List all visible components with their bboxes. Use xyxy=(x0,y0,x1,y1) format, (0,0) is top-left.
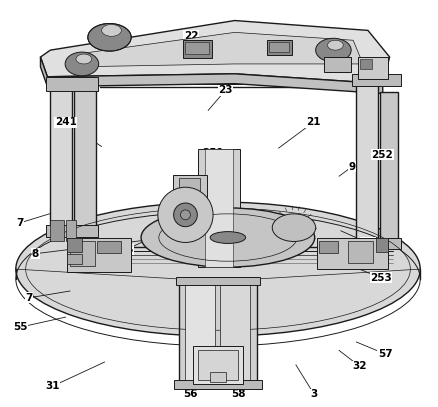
Ellipse shape xyxy=(210,232,246,243)
Bar xyxy=(267,40,292,55)
Bar xyxy=(198,149,240,267)
Bar xyxy=(67,254,82,264)
Polygon shape xyxy=(40,57,47,87)
Text: 21: 21 xyxy=(306,117,321,127)
Ellipse shape xyxy=(158,187,213,243)
Bar xyxy=(210,372,226,381)
Ellipse shape xyxy=(272,214,316,241)
Ellipse shape xyxy=(65,52,99,76)
Text: 31: 31 xyxy=(46,381,60,391)
Text: 251: 251 xyxy=(201,148,223,158)
Bar xyxy=(198,350,238,380)
Ellipse shape xyxy=(316,38,351,62)
Text: 3: 3 xyxy=(311,389,318,399)
Bar xyxy=(176,277,261,285)
Ellipse shape xyxy=(328,40,343,50)
Bar xyxy=(348,241,373,263)
Bar xyxy=(205,149,233,267)
Ellipse shape xyxy=(180,210,191,220)
Text: 56: 56 xyxy=(184,389,198,399)
Text: 242: 242 xyxy=(249,223,271,233)
Bar xyxy=(360,59,372,69)
Text: 32: 32 xyxy=(352,361,367,371)
Bar xyxy=(318,241,338,253)
Text: 241: 241 xyxy=(55,117,77,127)
Bar xyxy=(183,40,212,58)
Bar xyxy=(317,238,388,269)
Bar xyxy=(179,279,258,383)
Bar xyxy=(352,74,402,85)
Bar xyxy=(185,282,215,381)
Text: 252: 252 xyxy=(371,149,393,160)
Text: 7: 7 xyxy=(25,293,32,303)
Bar xyxy=(46,77,98,91)
Ellipse shape xyxy=(88,24,131,51)
Ellipse shape xyxy=(141,208,314,267)
Bar xyxy=(185,42,209,54)
Bar xyxy=(70,241,95,266)
Bar xyxy=(50,220,64,241)
Bar xyxy=(193,346,243,383)
Bar xyxy=(67,238,82,252)
Text: 253: 253 xyxy=(370,273,392,283)
Bar xyxy=(356,82,378,245)
Text: 57: 57 xyxy=(378,349,392,359)
Bar xyxy=(352,238,370,255)
Bar xyxy=(97,241,121,253)
Bar xyxy=(376,238,388,252)
Bar xyxy=(66,220,76,241)
Text: 54: 54 xyxy=(361,238,375,248)
Bar xyxy=(67,238,131,272)
Bar xyxy=(173,380,262,389)
Bar xyxy=(173,175,207,213)
Polygon shape xyxy=(47,74,383,94)
Bar xyxy=(380,92,398,245)
Ellipse shape xyxy=(102,24,121,36)
Text: 9: 9 xyxy=(349,162,356,172)
Text: 7: 7 xyxy=(17,218,24,228)
Ellipse shape xyxy=(76,54,92,64)
Bar xyxy=(220,282,250,381)
Text: 25: 25 xyxy=(119,245,133,255)
Bar xyxy=(74,87,96,232)
Bar xyxy=(269,42,289,52)
Text: 58: 58 xyxy=(231,389,246,399)
Ellipse shape xyxy=(16,202,420,336)
Bar xyxy=(50,87,72,232)
Text: 23: 23 xyxy=(218,85,233,95)
Text: 8: 8 xyxy=(32,249,39,259)
Text: 24: 24 xyxy=(162,238,177,248)
Bar xyxy=(358,57,388,79)
Text: 22: 22 xyxy=(184,31,198,41)
Polygon shape xyxy=(40,20,390,84)
Bar xyxy=(46,225,98,236)
Bar xyxy=(352,238,402,249)
Bar xyxy=(179,178,200,208)
Bar xyxy=(324,57,351,72)
Text: 55: 55 xyxy=(13,322,28,332)
Ellipse shape xyxy=(173,203,197,227)
Polygon shape xyxy=(74,33,363,67)
